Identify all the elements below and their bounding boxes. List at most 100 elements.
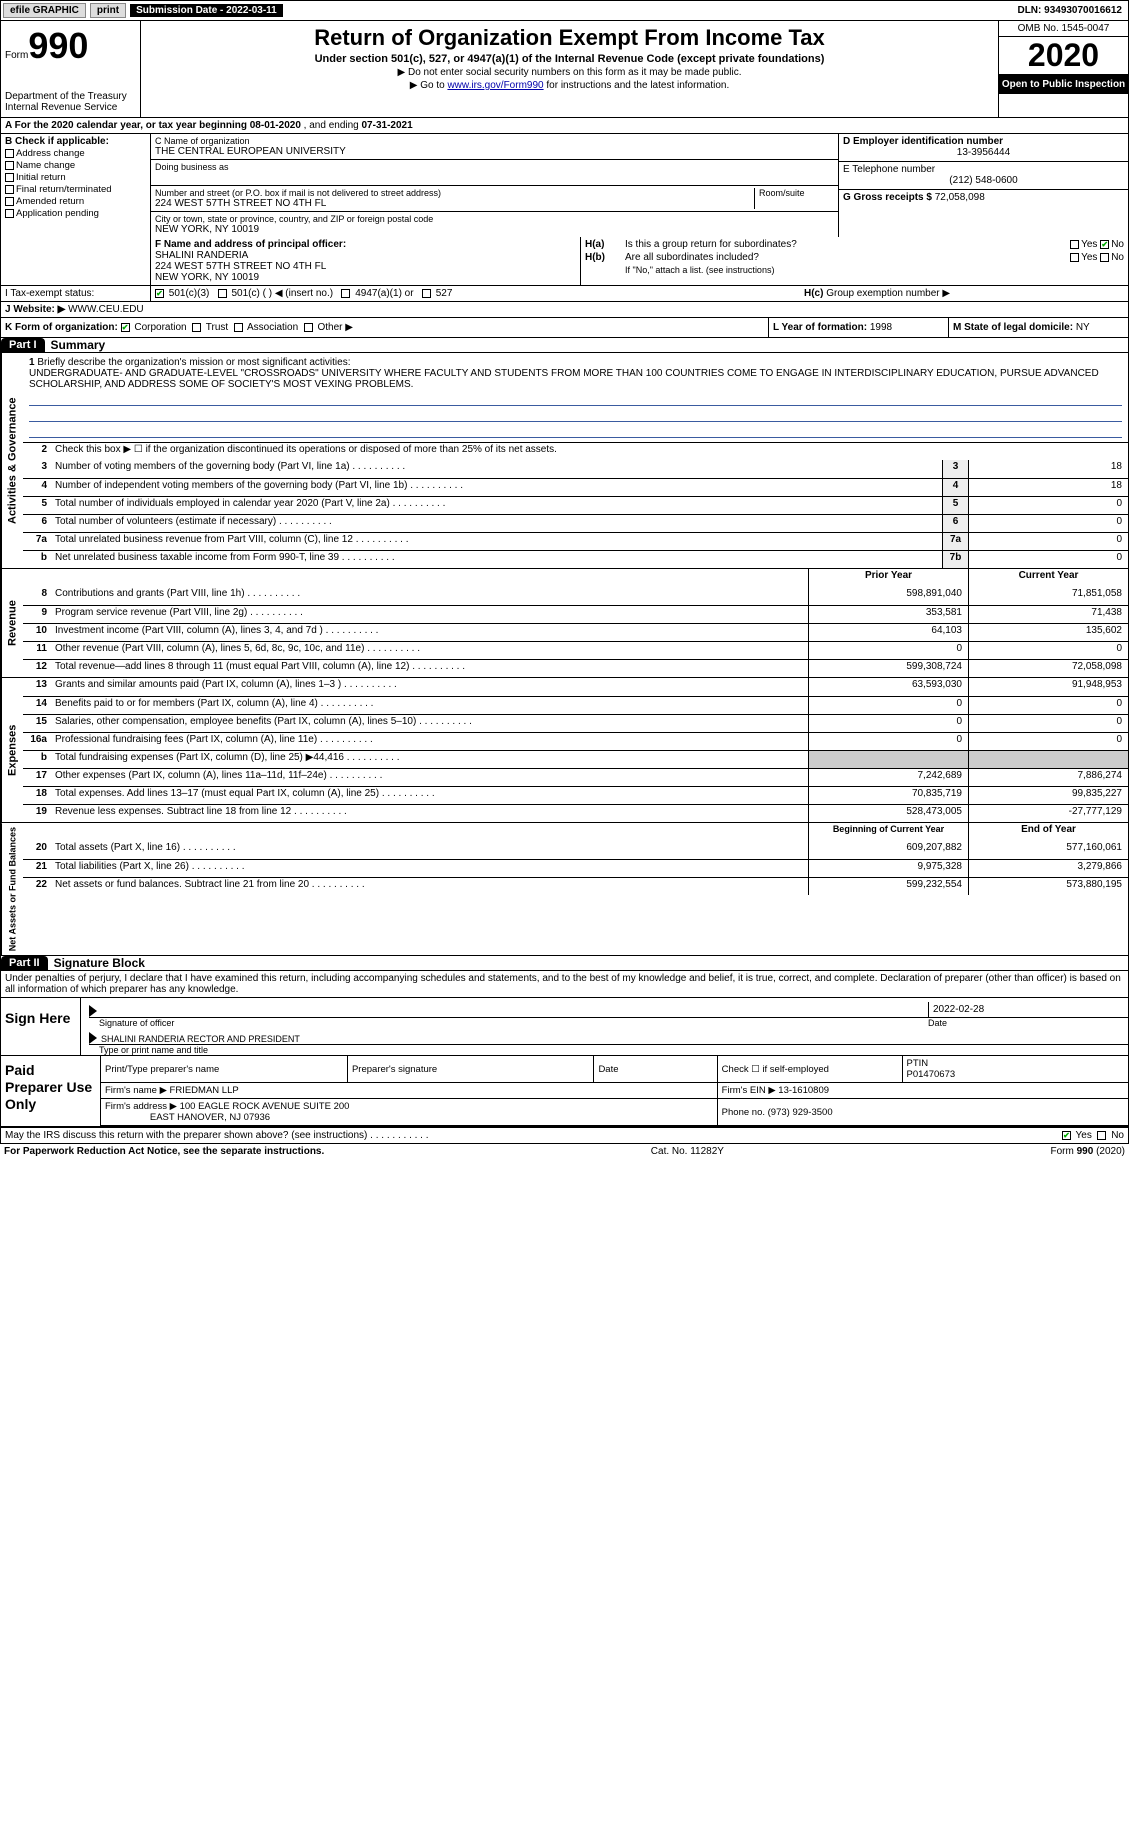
row-prior: 7,242,689	[808, 769, 968, 786]
box-k-label: K Form of organization:	[5, 322, 118, 333]
firm-phone-label: Phone no.	[722, 1107, 765, 1118]
box-i-opts: 501(c)(3) 501(c) ( ) ◀ (insert no.) 4947…	[151, 286, 1128, 301]
phone-value: (212) 548-0600	[843, 175, 1124, 186]
discuss-yes-label: Yes	[1076, 1130, 1092, 1141]
efile-label: efile GRAPHIC	[3, 3, 86, 18]
cb-501c3[interactable]	[155, 289, 164, 298]
opt-trust: Trust	[206, 322, 228, 333]
gross-label: G Gross receipts $	[843, 192, 932, 203]
table-row: 18Total expenses. Add lines 13–17 (must …	[23, 786, 1128, 804]
gross-row: G Gross receipts $ 72,058,098	[839, 190, 1128, 218]
hb-no[interactable]	[1100, 253, 1109, 262]
box-b-label: B Check if applicable:	[5, 136, 146, 147]
mission-rule-2	[29, 408, 1122, 422]
cb-corp[interactable]	[121, 323, 130, 332]
row-num: 15	[23, 715, 51, 732]
row-fh: F Name and address of principal officer:…	[0, 237, 1129, 286]
part2-label: Part II	[1, 956, 48, 970]
rev-hdr-spacer	[23, 569, 51, 587]
firm-ein-label: Firm's EIN ▶	[722, 1085, 776, 1096]
hb-note: If "No," attach a list. (see instruction…	[585, 265, 1124, 275]
officer-name: SHALINI RANDERIA	[155, 250, 248, 261]
row-value: 0	[968, 551, 1128, 568]
row-desc: Total liabilities (Part X, line 26)	[51, 860, 808, 877]
cb-trust[interactable]	[192, 323, 201, 332]
cb-527[interactable]	[422, 289, 431, 298]
room-label: Room/suite	[759, 188, 834, 198]
note2a: ▶ Go to	[410, 80, 448, 91]
cb-501c[interactable]	[218, 289, 227, 298]
city-row: City or town, state or province, country…	[151, 212, 838, 237]
row-desc: Revenue less expenses. Subtract line 18 …	[51, 805, 808, 822]
row-prior: 0	[808, 715, 968, 732]
note2b: for instructions and the latest informat…	[544, 80, 730, 91]
cb-initial-return[interactable]	[5, 173, 14, 182]
row-desc: Total expenses. Add lines 13–17 (must eq…	[51, 787, 808, 804]
row-box: 6	[942, 515, 968, 532]
footer-left: For Paperwork Reduction Act Notice, see …	[4, 1146, 324, 1157]
cb-amended-return[interactable]	[5, 197, 14, 206]
print-button[interactable]: print	[90, 3, 126, 18]
cb-assoc[interactable]	[234, 323, 243, 332]
cb-application-pending[interactable]	[5, 209, 14, 218]
dba-label: Doing business as	[155, 162, 834, 172]
cb-initial-return-label: Initial return	[16, 172, 66, 183]
ha-no[interactable]	[1100, 240, 1109, 249]
row-desc: Program service revenue (Part VIII, line…	[51, 606, 808, 623]
sig-arrow-2	[89, 1032, 97, 1044]
open-to-public: Open to Public Inspection	[999, 75, 1128, 94]
cb-name-change-label: Name change	[16, 160, 75, 171]
row-num: 22	[23, 878, 51, 895]
hb-yes[interactable]	[1070, 253, 1079, 262]
tax-year: 2020	[999, 37, 1128, 75]
ein-row: D Employer identification number 13-3956…	[839, 134, 1128, 162]
row-current: 0	[968, 733, 1128, 750]
row-desc: Total number of individuals employed in …	[51, 497, 942, 514]
row-num: 17	[23, 769, 51, 786]
mission-text: UNDERGRADUATE- AND GRADUATE-LEVEL "CROSS…	[29, 368, 1099, 390]
row-desc: Total unrelated business revenue from Pa…	[51, 533, 942, 550]
hb-text: Are all subordinates included?	[625, 252, 759, 263]
spacer-b	[1, 237, 151, 285]
cb-name-change[interactable]	[5, 161, 14, 170]
col-de: D Employer identification number 13-3956…	[838, 134, 1128, 237]
row-num: 4	[23, 479, 51, 496]
cb-4947[interactable]	[341, 289, 350, 298]
city-value: NEW YORK, NY 10019	[155, 224, 834, 235]
table-row: bTotal fundraising expenses (Part IX, co…	[23, 750, 1128, 768]
discuss-row: May the IRS discuss this return with the…	[0, 1127, 1129, 1144]
gross-value: 72,058,098	[935, 192, 985, 203]
row-num: 5	[23, 497, 51, 514]
omb-number: OMB No. 1545-0047	[999, 21, 1128, 37]
discuss-yes[interactable]	[1062, 1131, 1071, 1140]
row-current: 99,835,227	[968, 787, 1128, 804]
footer-right: Form 990 (2020)	[1051, 1146, 1125, 1157]
table-row: bNet unrelated business taxable income f…	[23, 550, 1128, 568]
cb-other[interactable]	[304, 323, 313, 332]
cb-address-change[interactable]	[5, 149, 14, 158]
table-row: 14Benefits paid to or for members (Part …	[23, 696, 1128, 714]
sig-date-label: Date	[928, 1018, 1128, 1028]
header-right: OMB No. 1545-0047 2020 Open to Public In…	[998, 21, 1128, 117]
opt-501c3: 501(c)(3)	[169, 288, 210, 299]
submission-date: Submission Date - 2022-03-11	[130, 4, 283, 17]
cb-final-return[interactable]	[5, 185, 14, 194]
ha-yes[interactable]	[1070, 240, 1079, 249]
discuss-no[interactable]	[1097, 1131, 1106, 1140]
row-current: 71,851,058	[968, 587, 1128, 605]
row-num: 3	[23, 460, 51, 478]
table-row: 20Total assets (Part X, line 16)609,207,…	[23, 841, 1128, 859]
type-name-label: Type or print name and title	[99, 1045, 1128, 1055]
addr-value: 224 WEST 57TH STREET NO 4TH FL	[155, 198, 754, 209]
row-prior: 598,891,040	[808, 587, 968, 605]
form-subtitle: Under section 501(c), 527, or 4947(a)(1)…	[145, 53, 994, 65]
mission-block: 1 Briefly describe the organization's mi…	[23, 353, 1128, 442]
row-desc: Total assets (Part X, line 16)	[51, 841, 808, 859]
box-m: M State of legal domicile: NY	[948, 318, 1128, 337]
row-value: 0	[968, 515, 1128, 532]
irs-link[interactable]: www.irs.gov/Form990	[447, 80, 543, 91]
phone-label: E Telephone number	[843, 164, 935, 175]
table-row: 12Total revenue—add lines 8 through 11 (…	[23, 659, 1128, 677]
row-desc: Other revenue (Part VIII, column (A), li…	[51, 642, 808, 659]
dept-line-1: Department of the Treasury	[5, 91, 136, 102]
